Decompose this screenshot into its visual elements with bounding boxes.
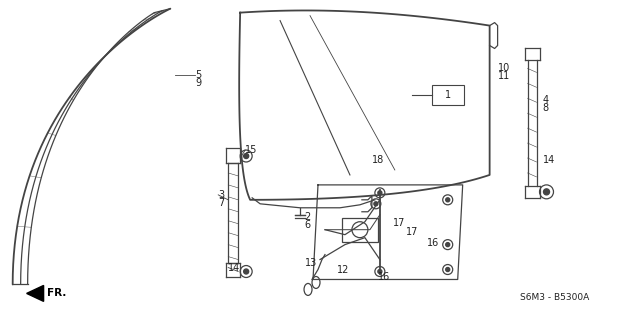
Circle shape <box>378 270 382 273</box>
Text: S6M3 - B5300A: S6M3 - B5300A <box>520 293 589 302</box>
Polygon shape <box>27 286 44 301</box>
Text: 13: 13 <box>305 257 317 268</box>
Circle shape <box>244 153 249 159</box>
Text: 16: 16 <box>427 238 439 248</box>
Text: 8: 8 <box>543 103 548 113</box>
Circle shape <box>445 243 450 247</box>
Text: 9: 9 <box>195 78 202 88</box>
Text: 5: 5 <box>195 70 202 80</box>
Text: 6: 6 <box>304 220 310 230</box>
Text: 18: 18 <box>372 155 384 165</box>
Text: 7: 7 <box>218 198 225 208</box>
Text: 17: 17 <box>393 218 405 228</box>
Text: 15: 15 <box>245 145 257 155</box>
Circle shape <box>445 268 450 271</box>
Text: 16: 16 <box>378 272 390 283</box>
Circle shape <box>244 269 249 274</box>
Text: 4: 4 <box>543 95 548 105</box>
Text: 14: 14 <box>543 155 555 165</box>
Text: 1: 1 <box>445 90 451 100</box>
Circle shape <box>378 191 382 195</box>
Text: 17: 17 <box>406 227 418 237</box>
Bar <box>432 85 464 105</box>
Text: 2: 2 <box>304 212 310 222</box>
Text: FR.: FR. <box>47 288 66 298</box>
Text: 14: 14 <box>228 263 241 272</box>
Bar <box>342 218 378 241</box>
Text: 11: 11 <box>498 71 510 81</box>
Text: 10: 10 <box>498 63 510 73</box>
Circle shape <box>374 202 378 206</box>
Text: 3: 3 <box>218 190 225 200</box>
Text: 12: 12 <box>337 264 349 275</box>
Circle shape <box>445 198 450 202</box>
Circle shape <box>543 189 550 195</box>
